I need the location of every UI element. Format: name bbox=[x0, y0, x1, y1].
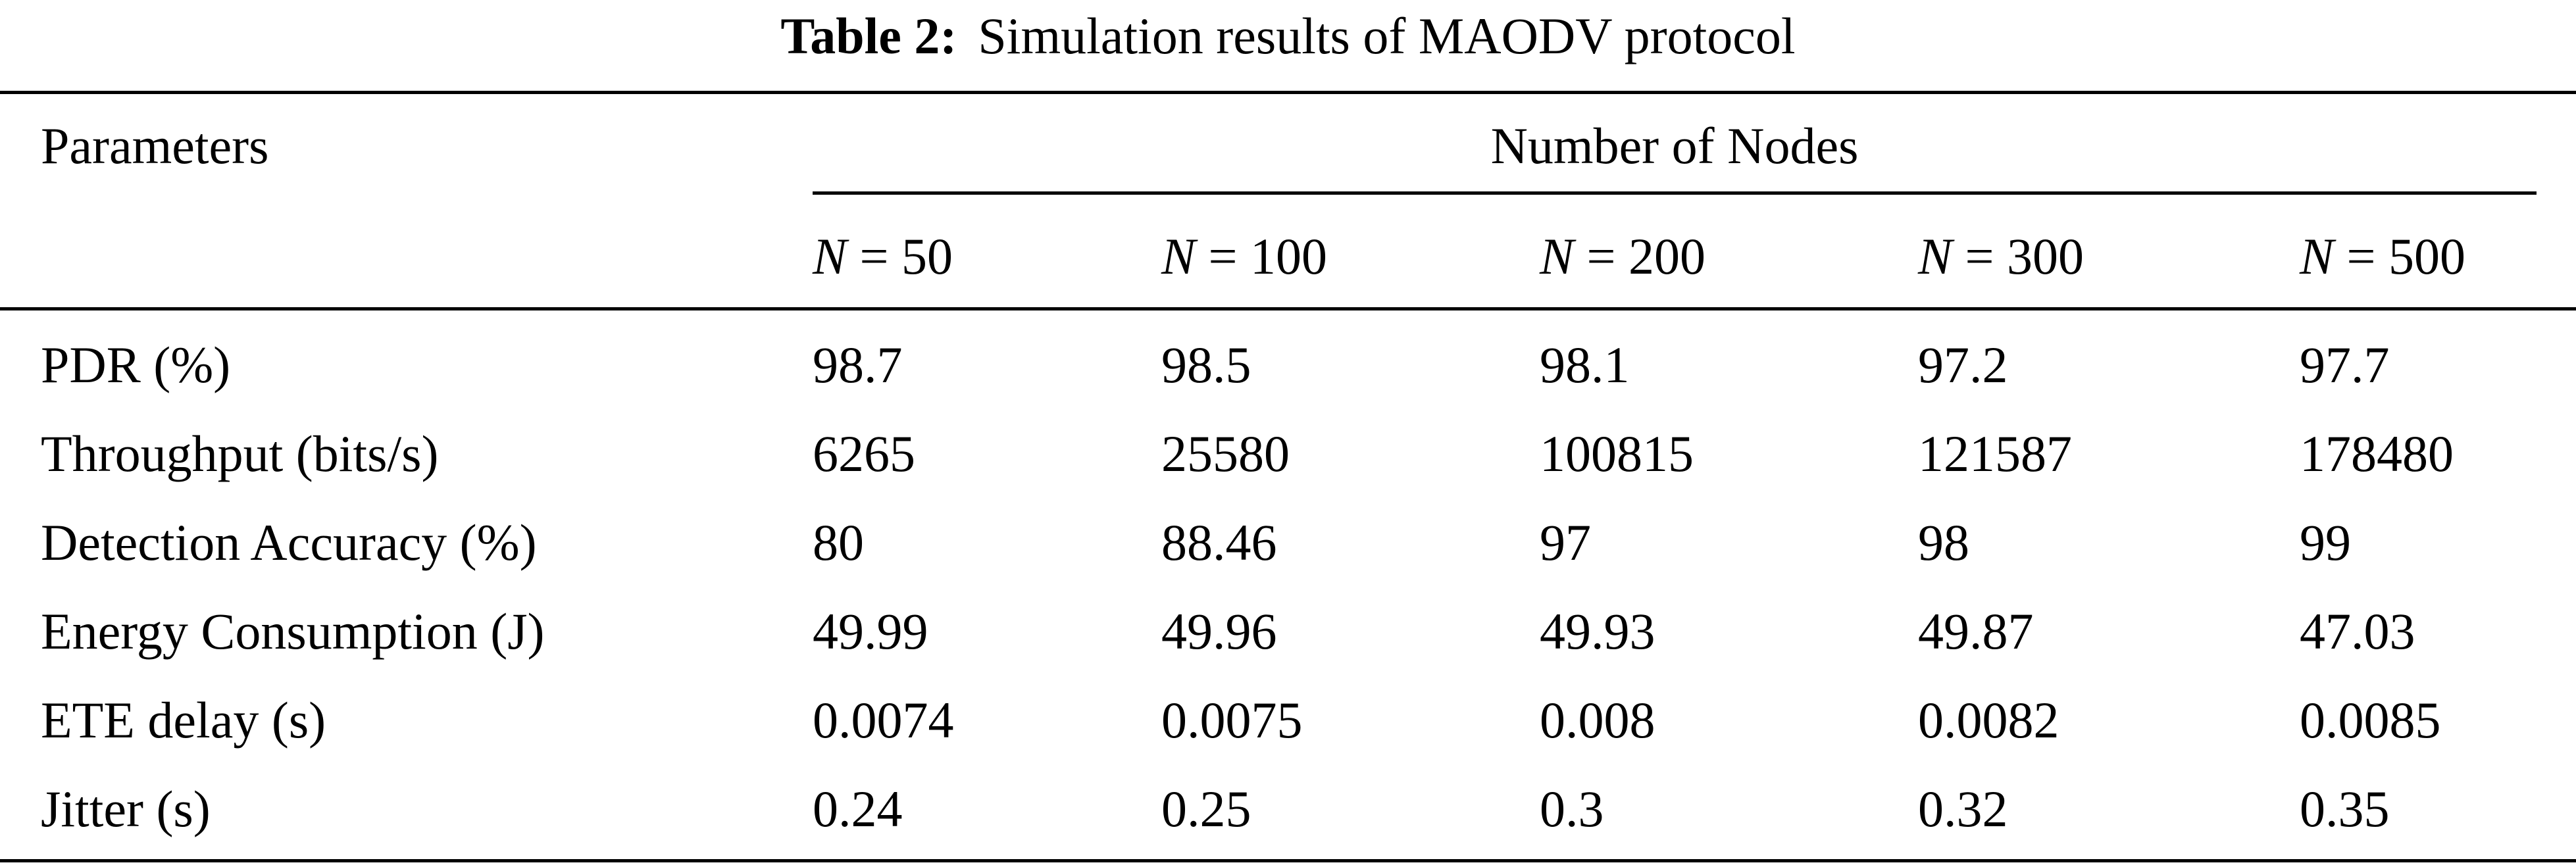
table-cell: 0.3 bbox=[1540, 780, 1604, 837]
caption-label: Table 2: bbox=[780, 7, 957, 64]
table-cell: 0.32 bbox=[1918, 780, 2008, 837]
header-parameters: Parameters bbox=[41, 117, 269, 174]
table-cell: 98.7 bbox=[813, 336, 903, 393]
top-rule bbox=[0, 91, 2576, 94]
table-cell: 47.03 bbox=[2300, 603, 2415, 660]
table-cell: 178480 bbox=[2300, 425, 2454, 482]
row-label-ete-delay: ETE delay (s) bbox=[41, 691, 326, 749]
column-header-n300: N = 300 bbox=[1918, 228, 2084, 285]
table-cell: 49.99 bbox=[813, 603, 928, 660]
table-cell: 99 bbox=[2300, 514, 2351, 571]
table-cell: 100815 bbox=[1540, 425, 1694, 482]
row-label-throughput: Throughput (bits/s) bbox=[41, 425, 439, 482]
table-cell: 0.008 bbox=[1540, 691, 1655, 749]
row-label-detection-accuracy: Detection Accuracy (%) bbox=[41, 514, 537, 571]
group-rule bbox=[813, 191, 2537, 195]
row-label-energy-consumption: Energy Consumption (J) bbox=[41, 603, 545, 660]
header-rule bbox=[0, 307, 2576, 310]
table-cell: 0.0075 bbox=[1161, 691, 1303, 749]
bottom-rule bbox=[0, 859, 2576, 862]
table-cell: 98.1 bbox=[1540, 336, 1630, 393]
table-cell: 0.25 bbox=[1161, 780, 1251, 837]
table-cell: 0.35 bbox=[2300, 780, 2390, 837]
table-cell: 6265 bbox=[813, 425, 915, 482]
table-cell: 0.24 bbox=[813, 780, 903, 837]
table-cell: 49.87 bbox=[1918, 603, 2034, 660]
table-cell: 49.93 bbox=[1540, 603, 1655, 660]
table-cell: 49.96 bbox=[1161, 603, 1277, 660]
table-cell: 88.46 bbox=[1161, 514, 1277, 571]
table-cell: 97.7 bbox=[2300, 336, 2390, 393]
table-cell: 121587 bbox=[1918, 425, 2072, 482]
column-header-n200: N = 200 bbox=[1540, 228, 1706, 285]
header-number-of-nodes: Number of Nodes bbox=[1490, 117, 1859, 174]
table-cell: 0.0082 bbox=[1918, 691, 2059, 749]
table-cell: 80 bbox=[813, 514, 864, 571]
table-cell: 0.0074 bbox=[813, 691, 954, 749]
table-caption: Table 2: Simulation results of MAODV prot… bbox=[0, 0, 2576, 72]
table-cell: 98 bbox=[1918, 514, 1969, 571]
column-header-n50: N = 50 bbox=[813, 228, 953, 285]
table-cell: 97.2 bbox=[1918, 336, 2008, 393]
column-header-n500: N = 500 bbox=[2300, 228, 2466, 285]
row-label-pdr: PDR (%) bbox=[41, 336, 231, 393]
table-cell: 98.5 bbox=[1161, 336, 1251, 393]
caption-text: Simulation results of MAODV protocol bbox=[978, 7, 1796, 64]
table-cell: 25580 bbox=[1161, 425, 1290, 482]
table-cell: 0.0085 bbox=[2300, 691, 2441, 749]
column-header-n100: N = 100 bbox=[1161, 228, 1328, 285]
row-label-jitter: Jitter (s) bbox=[41, 780, 211, 837]
table-cell: 97 bbox=[1540, 514, 1591, 571]
